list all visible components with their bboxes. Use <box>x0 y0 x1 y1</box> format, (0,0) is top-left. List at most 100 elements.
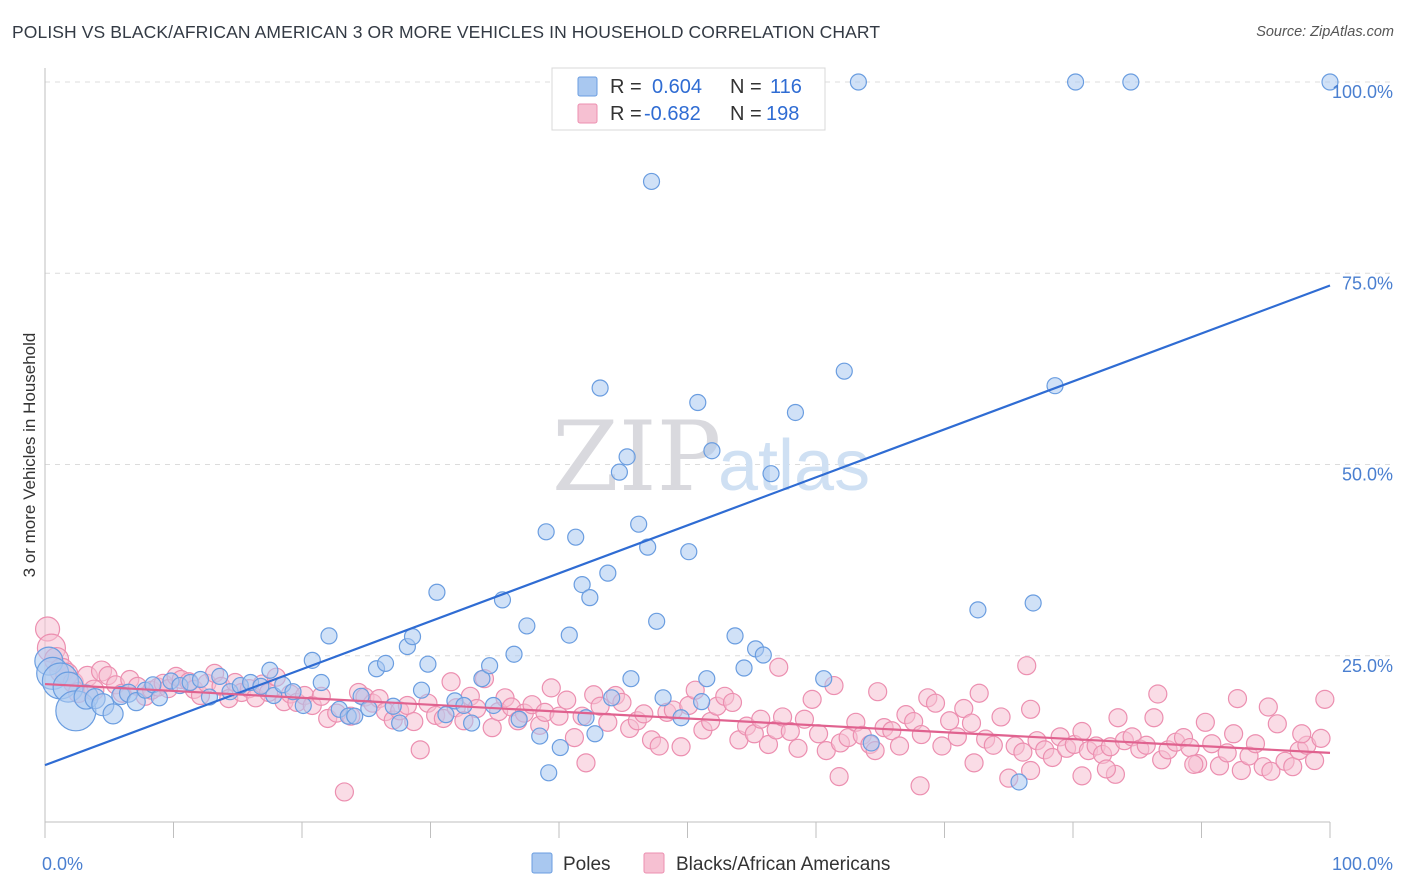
poles-point <box>412 681 431 699</box>
blacks-african-americans-point <box>1042 747 1063 768</box>
poles-point <box>969 601 987 619</box>
poles-point <box>642 172 661 191</box>
blacks-african-americans-point <box>564 728 585 748</box>
blacks-african-americans-point <box>991 707 1011 727</box>
y-tick-label-50: 50.0% <box>1342 465 1393 485</box>
poles-point <box>835 362 853 380</box>
poles-point <box>540 764 558 782</box>
y-tick-labels: 25.0% 50.0% 75.0% 100.0% <box>1332 82 1393 676</box>
poles-point <box>1066 73 1085 91</box>
blacks-african-americans-point <box>1292 724 1312 744</box>
blacks-african-americans-point <box>947 727 967 747</box>
poles-point <box>551 738 569 757</box>
poles-point <box>622 670 640 688</box>
legend-n-label-poles: N = <box>730 76 762 98</box>
blacks-african-americans-point <box>634 704 654 724</box>
blacks-african-americans-point <box>1108 708 1128 728</box>
poles-point <box>680 543 698 561</box>
poles-point <box>786 403 805 422</box>
poles-point <box>591 379 609 397</box>
poles-point <box>463 714 481 732</box>
blacks-african-americans-points <box>34 616 1335 802</box>
poles-point <box>586 725 604 743</box>
series-legend-label-poles: Poles <box>563 854 611 875</box>
poles-point <box>312 673 330 692</box>
poles-point <box>384 697 402 715</box>
poles-point <box>537 523 555 541</box>
blacks-african-americans-point <box>1013 742 1033 762</box>
y-tick-label-75: 75.0% <box>1342 273 1393 293</box>
blacks-african-americans-point <box>932 736 952 756</box>
blacks-african-americans-point <box>549 706 569 726</box>
blacks-african-americans-point <box>334 782 355 802</box>
blacks-african-americans-point <box>964 753 984 773</box>
blacks-african-americans-point <box>808 724 829 744</box>
poles-point <box>284 683 302 701</box>
poles-point <box>510 710 528 728</box>
blacks-african-americans-point <box>1017 656 1037 676</box>
poles-point <box>102 703 124 725</box>
blacks-african-americans-point <box>1180 737 1200 758</box>
legend-r-value-blacks: -0.682 <box>644 103 701 125</box>
poles-point <box>484 696 503 715</box>
poles-point <box>261 661 279 679</box>
legend-n-label-blacks: N = <box>730 103 762 125</box>
y-axis-title: 3 or more Vehicles in Household <box>20 333 39 578</box>
poles-point <box>648 612 666 630</box>
correlation-legend: R = 0.604 N = 116 R = -0.682 N = 198 <box>551 67 826 131</box>
blacks-african-americans-point <box>1261 761 1281 781</box>
blacks-african-americans-point <box>1072 766 1092 786</box>
poles-point <box>518 617 536 635</box>
blacks-african-americans-point <box>557 690 577 710</box>
legend-r-value-poles: 0.604 <box>652 76 702 98</box>
poles-point <box>150 689 168 707</box>
blacks-african-americans-point <box>780 721 800 742</box>
blacks-african-americans-point <box>911 724 931 745</box>
poles-point <box>703 442 721 460</box>
blacks-african-americans-point <box>1283 757 1303 777</box>
blacks-african-americans-point <box>541 678 561 698</box>
poles-point <box>346 707 364 725</box>
poles-point <box>376 654 395 673</box>
blacks-african-americans-point <box>1304 750 1325 771</box>
blacks-african-americans-point <box>829 767 849 787</box>
blacks-african-americans-point <box>410 740 430 760</box>
blacks-african-americans-point <box>576 753 596 773</box>
series-legend-swatch-poles <box>531 852 553 874</box>
blacks-african-americans-point <box>969 683 989 703</box>
source-credit: Source: ZipAtlas.com <box>1256 24 1394 40</box>
axes <box>44 68 1331 838</box>
poles-point <box>1010 773 1028 791</box>
poles-point <box>754 646 772 664</box>
poles-trend-line <box>44 284 1331 767</box>
legend-n-value-poles: 116 <box>770 76 802 98</box>
trend-lines <box>44 284 1331 767</box>
blacks-african-americans-point <box>482 718 502 738</box>
poles-point <box>849 73 868 91</box>
legend-swatch-blacks <box>577 103 598 124</box>
series-legend: Poles Blacks/African Americans <box>531 852 890 875</box>
blacks-african-americans-point <box>868 682 888 702</box>
poles-point <box>654 689 672 707</box>
poles-point <box>531 727 549 745</box>
poles-point <box>191 670 210 689</box>
blacks-african-americans-point <box>1096 759 1117 779</box>
blacks-african-americans-point <box>1202 734 1222 754</box>
blacks-african-americans-point <box>1195 712 1215 732</box>
blacks-african-americans-point <box>1148 684 1168 704</box>
poles-point <box>735 659 753 677</box>
poles-point <box>862 734 880 752</box>
poles-point <box>599 564 617 582</box>
legend-n-value-blacks: 198 <box>766 103 799 125</box>
blacks-african-americans-point <box>1224 724 1244 744</box>
blacks-african-americans-point <box>751 709 771 729</box>
poles-point <box>391 714 409 732</box>
poles-point <box>610 463 628 481</box>
poles-point <box>360 699 378 718</box>
blacks-african-americans-point <box>1184 754 1204 774</box>
blacks-african-americans-point <box>441 672 461 692</box>
poles-point <box>473 670 491 688</box>
blacks-african-americans-point <box>1267 714 1287 734</box>
y-tick-label-25: 25.0% <box>1342 656 1393 676</box>
poles-point <box>505 645 523 663</box>
